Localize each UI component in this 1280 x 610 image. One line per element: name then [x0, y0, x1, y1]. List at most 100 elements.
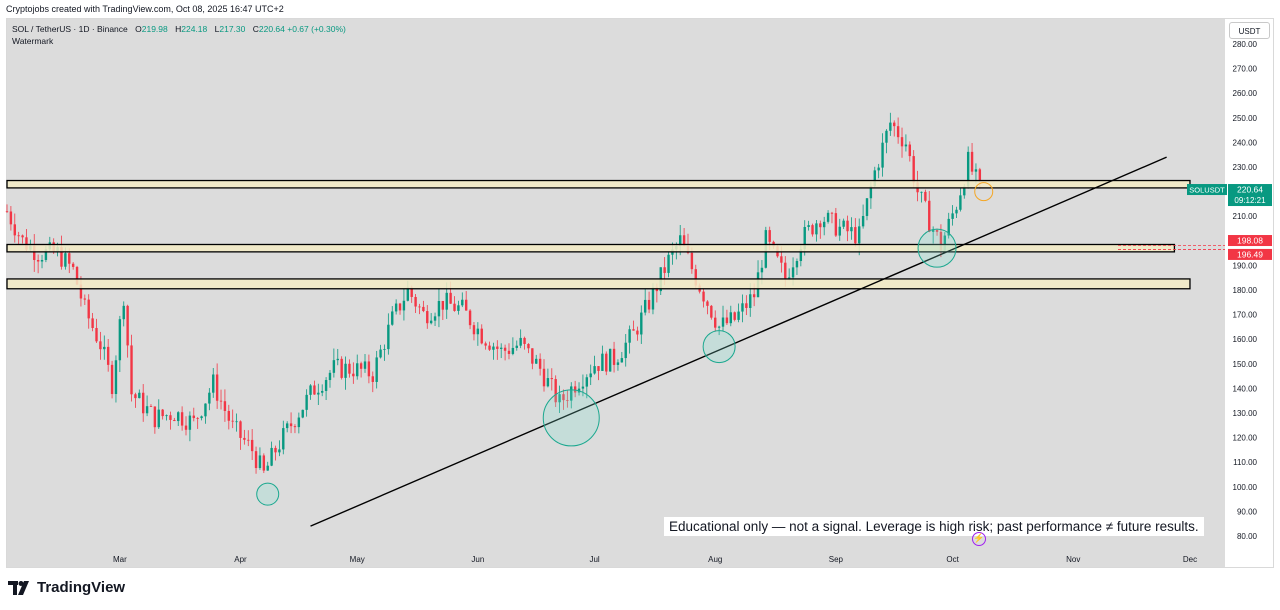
candle-down [60, 247, 63, 267]
y-tick-label: 90.00 [1237, 507, 1258, 516]
candle-up [558, 394, 561, 403]
watermark-label: Watermark [12, 36, 54, 46]
candle-up [963, 186, 966, 196]
candle-up [679, 235, 682, 246]
candle-down [468, 310, 472, 326]
alert-price-tag [1228, 235, 1272, 247]
candle-down [830, 212, 834, 214]
x-tick-label: May [350, 555, 365, 564]
candle-down [359, 363, 363, 369]
candle-down [215, 374, 219, 401]
candle-up [885, 130, 888, 143]
candle-up [943, 235, 947, 251]
candle-down [161, 409, 164, 417]
candle-down [250, 439, 254, 452]
y-tick-label: 280.00 [1233, 40, 1258, 49]
candle-up [457, 305, 460, 311]
high-value: 224.18 [181, 24, 208, 34]
candle-up [741, 303, 744, 312]
candle-up [114, 360, 118, 395]
candle-up [64, 253, 67, 267]
candle-down [91, 318, 94, 328]
candle-down [453, 303, 456, 311]
touch-point-circle [917, 228, 957, 268]
candle-up [383, 349, 386, 350]
candle-down [970, 151, 974, 172]
candle-up [861, 215, 865, 227]
candle-down [573, 386, 577, 393]
low-label: L [214, 24, 220, 34]
candle-down [289, 423, 293, 427]
candle-up [640, 312, 643, 335]
candle-down [503, 347, 507, 351]
candle-up [803, 226, 806, 250]
candle-down [523, 337, 526, 344]
support-resistance-zone [6, 179, 1191, 189]
y-tick-label: 180.00 [1233, 286, 1258, 295]
candle-up [511, 347, 515, 354]
candle-up [546, 378, 550, 387]
candle-down [507, 350, 511, 354]
candle-up [301, 409, 304, 418]
candle-down [632, 329, 635, 331]
y-tick-label: 80.00 [1237, 532, 1258, 541]
zones-layer [6, 179, 1191, 290]
candle-down [340, 358, 343, 378]
x-tick-label: Mar [113, 555, 127, 564]
candle-down [538, 358, 542, 369]
candle-down [180, 412, 184, 426]
candle-up [869, 186, 873, 199]
currency-button[interactable]: USDT [1229, 22, 1270, 39]
candle-up [344, 363, 347, 378]
x-tick-label: Nov [1066, 555, 1080, 564]
candle-down [149, 406, 153, 407]
candle-down [17, 235, 20, 237]
candle-down [928, 200, 931, 232]
candle-down [480, 328, 483, 344]
candle-up [620, 358, 624, 363]
candle-up [208, 392, 211, 404]
candle-up [363, 361, 367, 369]
candle-up [807, 225, 810, 227]
touch-point-circle [702, 330, 736, 364]
candle-down [554, 379, 557, 403]
candle-down [441, 300, 445, 310]
low-value: 217.30 [219, 24, 246, 34]
support-resistance-zone [6, 278, 1191, 290]
candle-up [270, 447, 273, 466]
candle-down [75, 266, 79, 285]
candle-down [21, 235, 24, 238]
candle-down [79, 284, 83, 299]
candle-up [865, 198, 869, 216]
lightning-icon[interactable]: ⚡ [972, 532, 986, 546]
created-by-line: Cryptojobs created with TradingView.com,… [6, 4, 284, 14]
tradingview-brand[interactable]: TradingView [8, 579, 125, 596]
plot-area[interactable] [7, 19, 1225, 567]
candle-up [651, 287, 655, 310]
candle-up [760, 267, 764, 273]
candle-down [398, 303, 402, 311]
candle-down [752, 294, 756, 298]
candle-up [356, 363, 359, 377]
overlays-layer [256, 156, 1225, 527]
candle-down [935, 229, 939, 232]
candle-down [694, 269, 697, 286]
x-tick-label: Aug [708, 555, 722, 564]
candle-down [9, 211, 13, 225]
close-label: C [252, 24, 259, 34]
candle-up [309, 385, 312, 395]
candle-up [177, 412, 180, 422]
candle-down [422, 306, 425, 312]
y-tick-label: 240.00 [1233, 138, 1258, 147]
candle-up [799, 249, 803, 262]
candle-up [317, 392, 320, 395]
y-axis: 280.00270.00260.00250.00240.00230.00220.… [1233, 40, 1258, 541]
candle-up [873, 170, 876, 187]
candle-up [826, 212, 830, 222]
candle-down [99, 341, 102, 350]
price-countdown: 09:12:21 [1234, 196, 1266, 205]
y-tick-label: 270.00 [1233, 65, 1258, 74]
x-tick-label: Jun [471, 555, 484, 564]
candle-up [822, 221, 826, 228]
